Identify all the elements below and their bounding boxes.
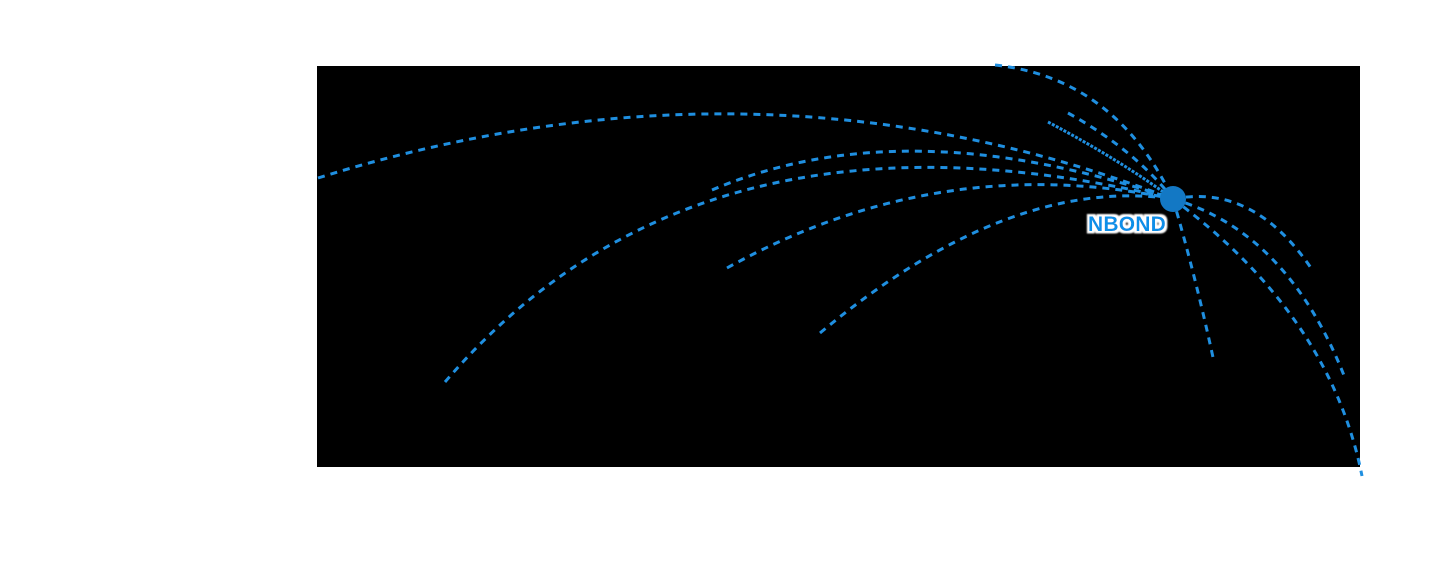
flow-edge-6 <box>994 63 1175 200</box>
flow-edge-12 <box>1067 111 1175 200</box>
labels-layer: NBOND <box>1088 213 1166 236</box>
flow-edge-9 <box>1172 197 1347 379</box>
flow-edge-4 <box>726 183 1174 270</box>
flow-edge-2 <box>443 165 1174 383</box>
nbond-node-marker[interactable] <box>1160 186 1186 212</box>
flow-edge-11 <box>1172 197 1364 477</box>
flow-edge-5 <box>819 194 1174 335</box>
edges-layer <box>317 63 1364 477</box>
flow-edge-1 <box>317 112 1174 201</box>
nbond-node-label: NBOND <box>1088 213 1166 236</box>
flow-edge-3 <box>711 149 1174 201</box>
flow-edge-7 <box>1047 120 1174 201</box>
flow-edge-10 <box>1171 198 1216 363</box>
nodes-layer <box>1160 186 1186 212</box>
map-panel-background <box>317 66 1360 467</box>
flow-edge-8 <box>1172 194 1313 269</box>
